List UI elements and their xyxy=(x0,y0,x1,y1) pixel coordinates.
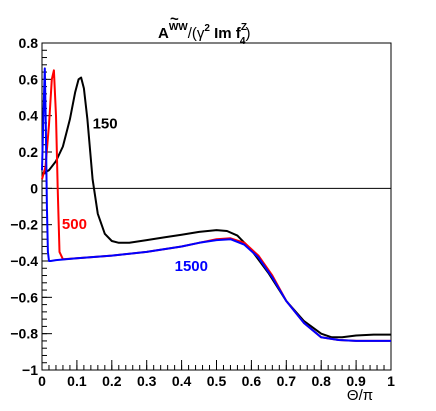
chart-title-im: Im f xyxy=(210,25,242,42)
y-tick-label: 0.8 xyxy=(19,35,39,51)
y-tick-label: 0.6 xyxy=(19,71,39,87)
y-tick-label: 0.2 xyxy=(19,144,39,160)
x-tick-label: 0.4 xyxy=(172,373,192,389)
y-tick-label: −1 xyxy=(22,362,38,378)
chart-title-accent: ~ xyxy=(170,11,179,28)
series-line-1500 xyxy=(41,67,391,342)
x-tick-label: 0.5 xyxy=(207,373,227,389)
plot-frame xyxy=(41,42,392,371)
series-lines xyxy=(41,67,391,342)
chart-title-paren-close: ) xyxy=(245,25,250,42)
x-tick-label: 0.6 xyxy=(242,373,262,389)
series-line-500 xyxy=(41,69,391,342)
chart-title-f-sup: Z xyxy=(241,22,247,33)
series-line-150 xyxy=(41,76,391,339)
x-tick-label: 0.7 xyxy=(277,373,297,389)
chart-title-sup: WW xyxy=(169,22,188,33)
x-axis: 0 0.1 0.2 0.3 0.4 0.5 0.6 0.7 0.8 0.9 1 xyxy=(38,360,395,389)
chart-title-main: A xyxy=(158,25,169,42)
y-axis: 0.8 0.6 0.4 0.2 0 −0.2 −0.4 −0.6 −0.8 −1 xyxy=(10,35,52,378)
series-labels: 150 500 1500 xyxy=(62,115,208,275)
y-tick-label: −0.2 xyxy=(10,217,38,233)
chart-title-paren-open: /(γ xyxy=(188,25,205,42)
y-tick-label: −0.6 xyxy=(10,289,38,305)
series-label-1500: 1500 xyxy=(175,258,208,275)
x-tick-label: 0 xyxy=(38,373,46,389)
y-tick-label: −0.8 xyxy=(10,326,38,342)
series-label-150: 150 xyxy=(93,115,118,132)
x-tick-label: 1 xyxy=(387,373,395,389)
x-axis-title: Θ/π xyxy=(347,387,373,404)
y-tick-label: 0.4 xyxy=(19,108,39,124)
chart-title: AWW/(γ2 Im fZ 4) xyxy=(158,22,250,47)
chart-title-f-sub: 4 xyxy=(240,36,246,47)
x-tick-label: 0.8 xyxy=(311,373,331,389)
chart-title-gamma-sup: 2 xyxy=(204,23,210,34)
y-tick-label: −0.4 xyxy=(10,253,38,269)
x-tick-label: 0.2 xyxy=(102,373,122,389)
y-tick-label: 0 xyxy=(30,180,38,196)
x-tick-label: 0.3 xyxy=(137,373,157,389)
x-tick-label: 0.1 xyxy=(67,373,87,389)
x-tick-label: 0.9 xyxy=(346,373,366,389)
series-label-500: 500 xyxy=(62,216,87,233)
